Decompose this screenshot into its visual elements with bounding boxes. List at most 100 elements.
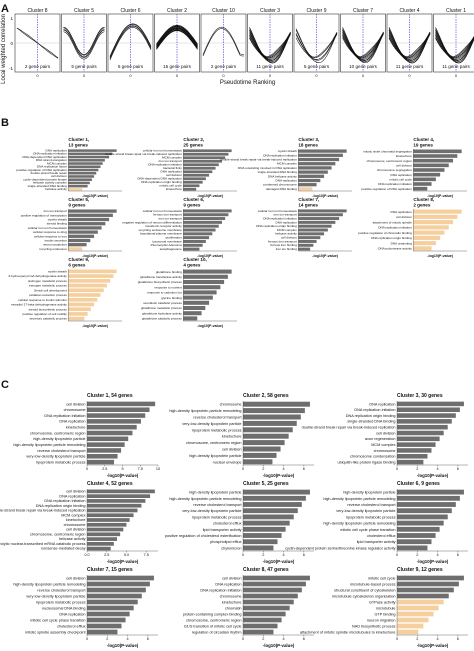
term-label: nuclear envelope bbox=[213, 460, 242, 464]
bar bbox=[68, 152, 113, 156]
xtick-label: 7.5 bbox=[138, 467, 143, 471]
term-label: chromosome bbox=[220, 403, 242, 407]
bar bbox=[68, 238, 91, 243]
bar bbox=[243, 427, 293, 433]
bar bbox=[87, 587, 146, 593]
term-label: MCM complex bbox=[277, 162, 297, 166]
term-label: chromosome, centromeric region bbox=[186, 441, 242, 445]
bar bbox=[397, 526, 440, 532]
bar bbox=[397, 459, 424, 465]
bar bbox=[413, 172, 441, 177]
cluster-title: Cluster 8, 47 genes bbox=[243, 567, 289, 573]
panel-a-curve bbox=[249, 32, 291, 60]
panel-a-cluster-title: Cluster 2 bbox=[167, 8, 187, 14]
bar bbox=[243, 575, 310, 581]
term-label: 3-hydroxyacyl-CoA dehydrogenase activity bbox=[8, 274, 67, 278]
term-label: DNA replication bbox=[390, 173, 412, 177]
bar bbox=[243, 514, 294, 520]
term-label: bacterial fixity bbox=[163, 166, 182, 170]
xtick-label: 5 bbox=[121, 467, 123, 471]
panel-a-cluster-footer: 11 gene pairs bbox=[442, 64, 470, 69]
bar bbox=[68, 168, 99, 172]
xtick-label: 0 bbox=[86, 637, 88, 641]
cluster-title: Cluster 7, 15 genes bbox=[87, 567, 133, 573]
panel-a-xtick: 0 bbox=[315, 73, 318, 78]
term-label: DNA replication origin binding bbox=[36, 504, 86, 508]
bar bbox=[183, 295, 213, 300]
term-label: DNA replication initiation bbox=[44, 499, 85, 503]
panel-a-curve bbox=[156, 25, 198, 45]
bar bbox=[87, 430, 133, 436]
bar bbox=[397, 413, 456, 418]
bar bbox=[397, 587, 454, 593]
bar bbox=[298, 213, 343, 217]
bar bbox=[243, 408, 305, 414]
xtick-label: 4 bbox=[437, 553, 439, 557]
panel-a-xtick: 0 bbox=[455, 73, 458, 78]
term-label: mitotic cell cycle bbox=[389, 177, 412, 181]
bar bbox=[87, 503, 142, 508]
term-label: DNA replication initiation bbox=[263, 216, 297, 220]
panel-letter-b: B bbox=[1, 117, 9, 129]
term-label: GTP binding bbox=[374, 612, 395, 616]
panel-a-curve bbox=[156, 28, 198, 48]
term-label: single-stranded DNA binding bbox=[258, 170, 297, 174]
bar bbox=[183, 285, 221, 290]
term-label: cell division bbox=[376, 431, 395, 435]
term-label: neuron migration bbox=[367, 618, 396, 622]
term-label: chromosome bbox=[64, 523, 86, 527]
term-label: kinetochore bbox=[66, 518, 86, 522]
bar bbox=[397, 424, 448, 430]
xtick-label: 6 bbox=[457, 637, 459, 641]
bar bbox=[183, 156, 226, 160]
bar bbox=[68, 149, 117, 152]
bar bbox=[87, 489, 155, 494]
bar bbox=[243, 526, 286, 532]
panel-a-curve bbox=[156, 27, 198, 47]
bar bbox=[87, 532, 121, 537]
bar bbox=[397, 448, 432, 453]
bar bbox=[68, 297, 98, 302]
term-label: cell division bbox=[281, 236, 297, 240]
panel-a-xtick: 0 bbox=[83, 73, 86, 78]
panel-a-cluster-2: Cluster 5 5 gene pairs 0 bbox=[61, 8, 107, 78]
x-axis-label: -log10(P-value) bbox=[197, 194, 224, 198]
panel-a-cluster-footer: 5 gene pairs bbox=[71, 64, 97, 69]
term-label: cellular response to drug bbox=[33, 230, 67, 234]
bar bbox=[183, 311, 202, 316]
panel-a-curve bbox=[156, 29, 198, 49]
bar bbox=[243, 459, 273, 465]
bar bbox=[183, 279, 225, 285]
term-label: high-density lipoprotein particle remode… bbox=[13, 582, 85, 586]
bar bbox=[68, 165, 101, 169]
term-label: mitotic cell cycle phase transition bbox=[340, 528, 395, 532]
panel-a-cluster-footer: 10 gene pairs bbox=[349, 64, 378, 69]
term-label: iron ion transport bbox=[44, 209, 67, 213]
bar bbox=[413, 241, 436, 246]
term-label: reverse cholesterol transport bbox=[193, 415, 242, 419]
bar bbox=[298, 178, 321, 183]
panel-a-curve bbox=[435, 38, 474, 64]
xtick-label: 0 bbox=[242, 467, 244, 471]
term-label: iron ion transport bbox=[159, 216, 182, 220]
bar bbox=[68, 226, 102, 230]
panel-a-curve bbox=[342, 30, 384, 59]
bar bbox=[413, 149, 462, 154]
bar bbox=[413, 214, 458, 219]
bar bbox=[87, 407, 150, 412]
panel-a-curve bbox=[435, 31, 474, 59]
term-label: transferrin receptor activity bbox=[145, 224, 182, 228]
term-label: cell division bbox=[66, 576, 85, 580]
x-axis-label: -log10(P-value) bbox=[263, 473, 295, 478]
cluster-title: Cluster 6, 9 genes bbox=[397, 481, 440, 487]
term-label: iron ion binding bbox=[276, 247, 297, 251]
bar bbox=[397, 605, 439, 611]
term-label: DNA replication bbox=[369, 402, 395, 406]
bar bbox=[68, 209, 117, 213]
term-label: MCM complex bbox=[162, 156, 182, 160]
bar bbox=[183, 290, 217, 295]
